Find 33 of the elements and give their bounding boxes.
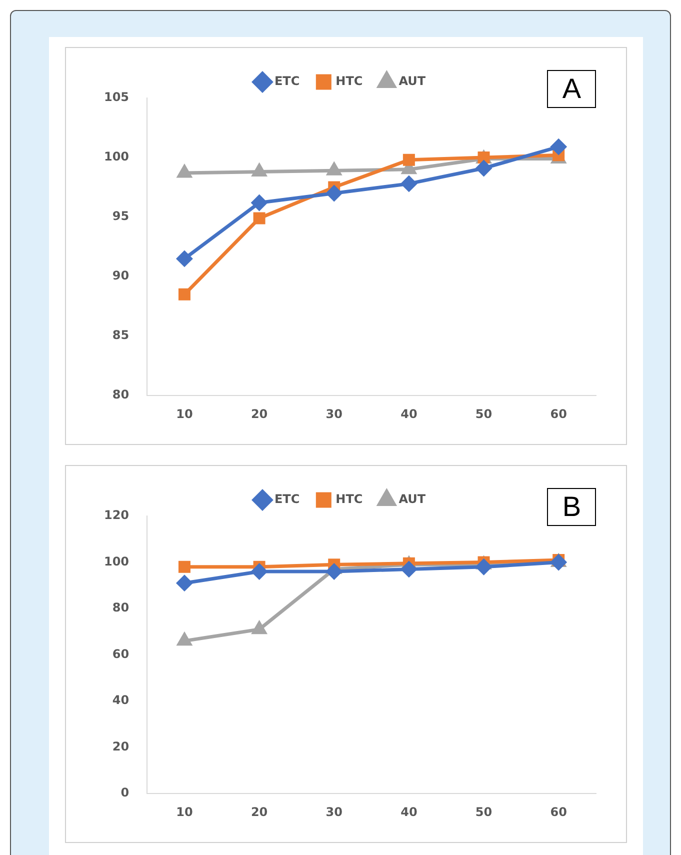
x-tick-label: 60 (550, 406, 567, 421)
legend-label: HTC (336, 492, 363, 506)
legend-label: HTC (336, 74, 363, 88)
y-tick-label: 105 (104, 90, 130, 104)
legend-label: AUT (398, 492, 426, 506)
annotation: A (547, 70, 596, 108)
x-tick-label: 10 (176, 406, 193, 421)
y-tick-label: 20 (112, 739, 130, 754)
y-tick-label: 85 (112, 328, 130, 342)
x-tick-label: 50 (475, 406, 492, 421)
y-tick-label: 90 (112, 268, 130, 283)
y-tick-label: 60 (112, 646, 130, 661)
x-tick-label: 10 (176, 804, 193, 819)
legend-label: ETC (274, 74, 300, 88)
x-tick-label: 40 (400, 406, 418, 421)
y-tick-label: 80 (112, 600, 130, 615)
y-tick-label: 95 (112, 209, 130, 224)
y-tick-label: 80 (112, 388, 130, 402)
x-tick-label: 20 (250, 804, 268, 819)
annotation: B (547, 488, 596, 526)
x-tick-label: 50 (475, 804, 492, 819)
y-tick-label: 100 (104, 554, 130, 568)
y-tick-label: 120 (104, 508, 130, 522)
x-tick-label: 60 (550, 804, 567, 819)
legend-label: ETC (274, 492, 300, 506)
x-tick-label: 40 (400, 804, 418, 819)
x-tick-label: 30 (326, 406, 342, 421)
x-tick-label: 20 (250, 406, 268, 421)
legend-label: AUT (398, 74, 426, 88)
y-tick-label: 0 (120, 786, 130, 800)
y-tick-label: 40 (112, 693, 130, 708)
y-tick-label: 100 (104, 150, 130, 164)
x-tick-label: 30 (326, 804, 342, 819)
